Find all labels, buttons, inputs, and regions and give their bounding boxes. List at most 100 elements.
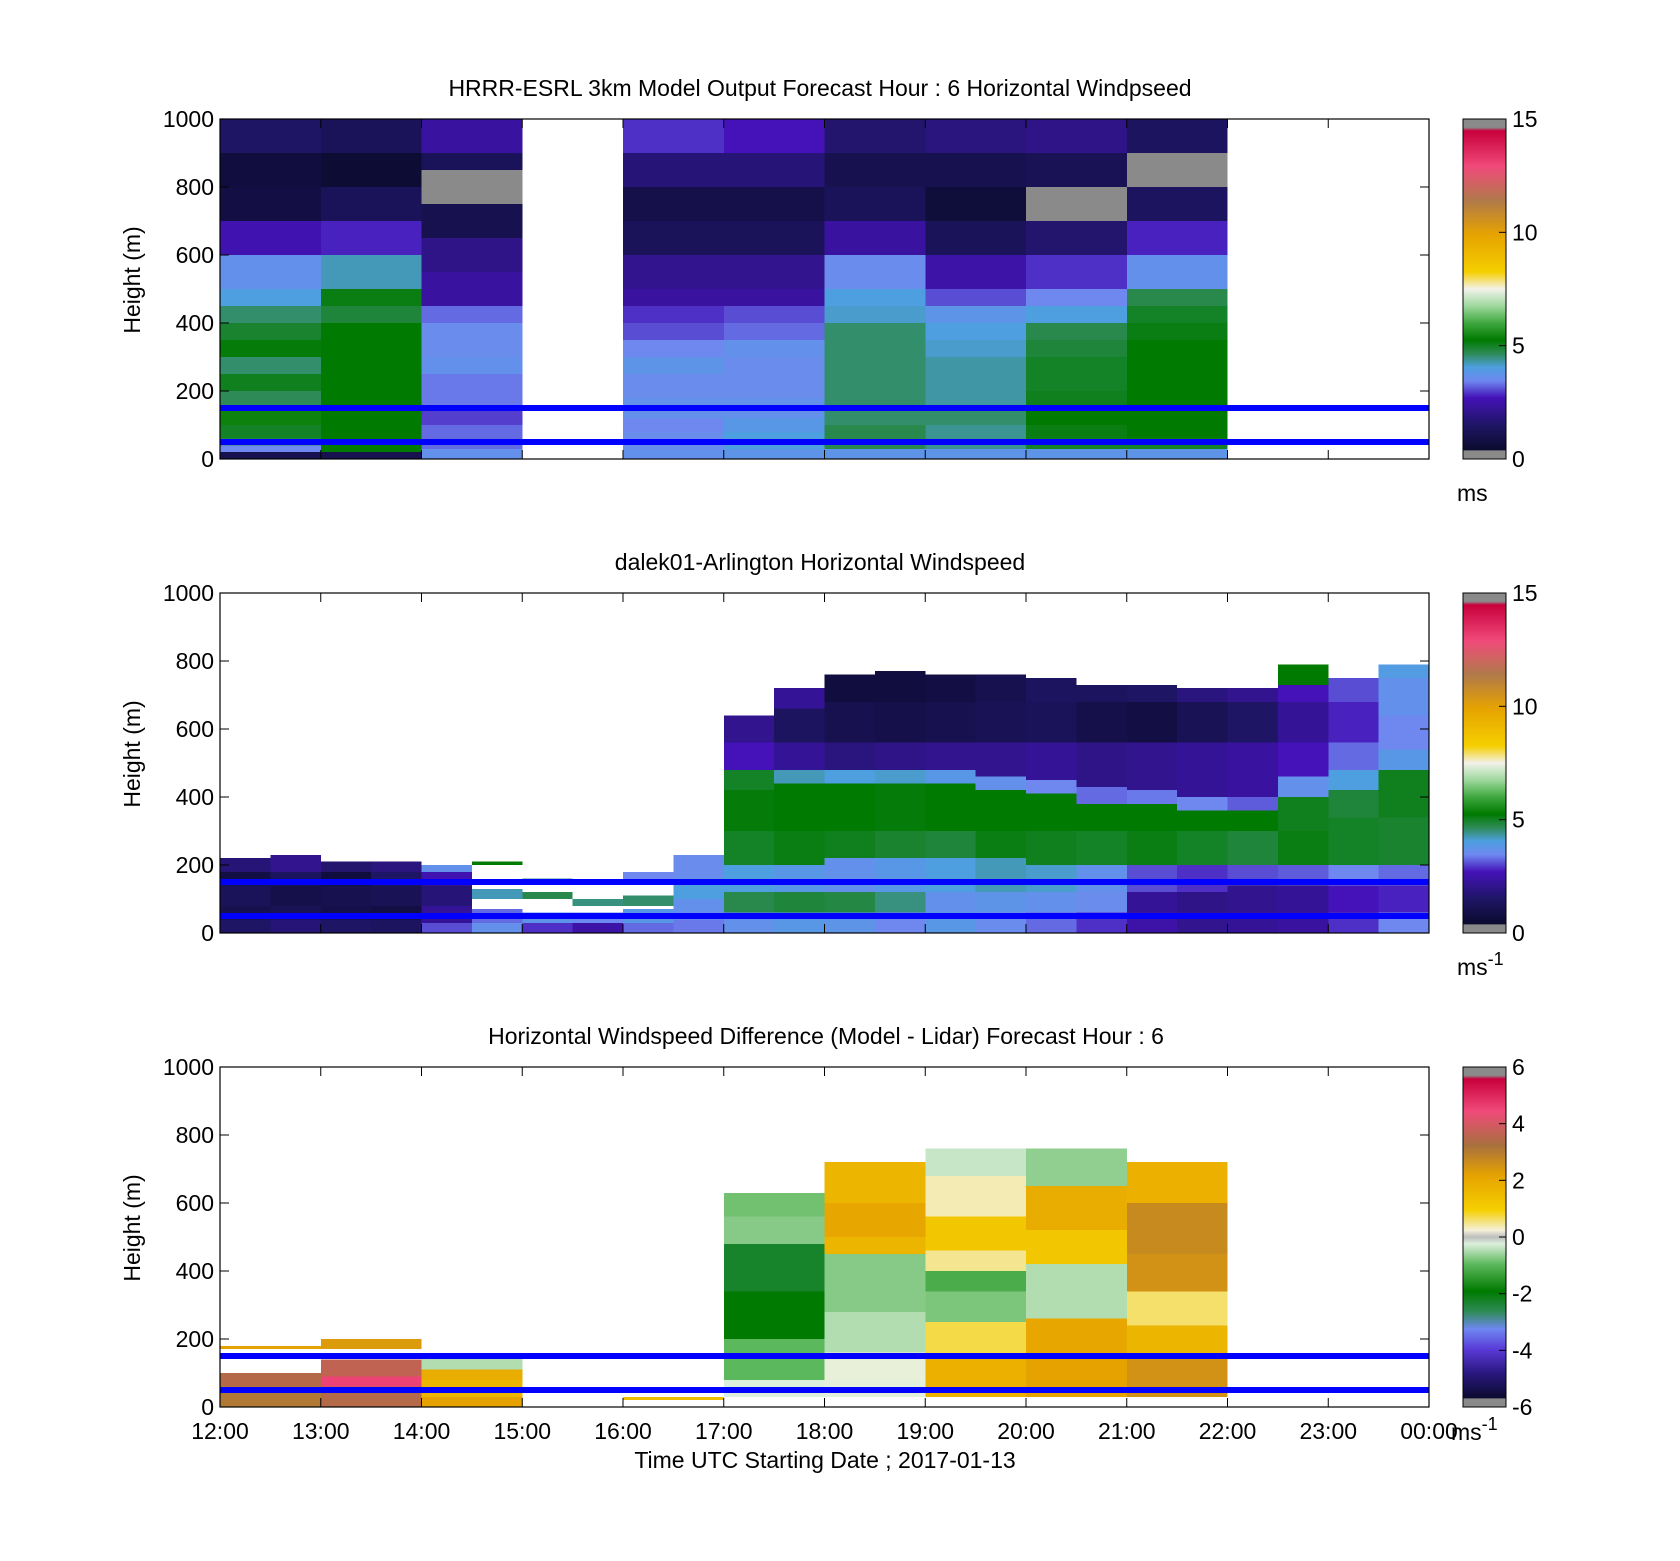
heatmap-cell xyxy=(824,858,875,893)
heatmap-cell xyxy=(874,858,926,893)
heatmap-cell xyxy=(421,204,523,238)
heatmap-cell xyxy=(824,289,926,306)
heatmap-cell xyxy=(623,255,724,289)
heatmap-cell xyxy=(774,742,825,770)
heatmap-cell xyxy=(723,306,825,323)
x-tick-label: 18:00 xyxy=(796,1418,854,1444)
heatmap-cell xyxy=(874,671,926,702)
heatmap-cell xyxy=(1126,221,1228,255)
heatmap-cell xyxy=(774,688,825,709)
y-tick-label: 400 xyxy=(176,784,214,810)
heatmap-cell xyxy=(623,357,724,374)
heatmap-cell xyxy=(1177,688,1228,702)
heatmap-cell xyxy=(723,187,825,221)
heatmap-cells xyxy=(220,119,1228,459)
panel-title: HRRR-ESRL 3km Model Output Forecast Hour… xyxy=(448,75,1191,101)
heatmap-cell xyxy=(320,119,422,153)
heatmap-cell xyxy=(824,221,926,255)
x-tick-label: 00:00 xyxy=(1400,1418,1458,1444)
heatmap-cell xyxy=(1277,885,1329,913)
heatmap-cell xyxy=(774,708,825,743)
heatmap-cell xyxy=(270,885,321,906)
colorbar: 0 5 10 15 ms-1 xyxy=(1457,580,1538,980)
heatmap-cell xyxy=(220,1373,321,1387)
heatmap-cell xyxy=(320,289,422,306)
colorbar-unit: ms-1 xyxy=(1457,949,1504,980)
panel-title: dalek01-Arlington Horizontal Windspeed xyxy=(615,549,1025,575)
heatmap-cell xyxy=(1126,340,1228,357)
heatmap-cell xyxy=(421,119,523,153)
heatmap-cell xyxy=(1126,448,1228,459)
heatmap-cell xyxy=(723,153,825,187)
heatmap-cell xyxy=(1177,831,1228,865)
heatmap-cell xyxy=(1126,742,1178,791)
y-axis-label: Height (m) xyxy=(119,700,145,807)
heatmap-cell xyxy=(1277,776,1329,797)
heatmap-cell xyxy=(421,1369,523,1380)
heatmap-cell xyxy=(421,922,472,933)
heatmap-cell xyxy=(925,1271,1026,1292)
heatmap-cell xyxy=(874,783,926,831)
heatmap-cell xyxy=(1277,831,1329,865)
colorbar: -6 -4 -2 0 2 4 6 ms-1 xyxy=(1451,1054,1533,1445)
heatmap-cell xyxy=(522,922,573,933)
heatmap-cell xyxy=(1227,701,1278,743)
heatmap-cell xyxy=(824,119,926,153)
heatmap-cell xyxy=(824,1162,926,1203)
heatmap-cell xyxy=(1026,340,1127,357)
heatmap-cell xyxy=(1126,153,1228,187)
heatmap-cell xyxy=(774,865,825,893)
colorbar-unit: ms-1 xyxy=(1451,1414,1498,1445)
heatmap-cell xyxy=(925,701,976,743)
heatmap-cell xyxy=(1026,1264,1127,1319)
x-tick-label: 14:00 xyxy=(393,1418,451,1444)
heatmap-cell xyxy=(824,701,875,743)
x-tick-label: 21:00 xyxy=(1098,1418,1156,1444)
heatmap-cell xyxy=(421,885,472,906)
heatmap-cell xyxy=(925,769,976,784)
heatmap-cell xyxy=(220,255,321,289)
x-tick-label: 19:00 xyxy=(896,1418,954,1444)
heatmap-cell xyxy=(1328,742,1379,770)
heatmap-cell xyxy=(1126,865,1178,893)
heatmap-cell xyxy=(320,221,422,255)
heatmap-cell xyxy=(1378,678,1430,716)
heatmap-cell xyxy=(1126,289,1228,306)
heatmap-cell xyxy=(1126,255,1228,289)
colorbar-tick-label: 5 xyxy=(1512,807,1525,833)
heatmap-cell xyxy=(220,306,321,323)
heatmap-cell xyxy=(371,885,422,906)
heatmap-cell xyxy=(774,769,825,784)
heatmap-cell xyxy=(1227,797,1278,811)
axis-ticks: 0 200 400 600 800 1000 xyxy=(163,106,1430,472)
x-tick-label: 17:00 xyxy=(695,1418,753,1444)
heatmap-cell xyxy=(1026,780,1077,794)
heatmap-cell xyxy=(471,861,523,865)
y-tick-label: 200 xyxy=(176,378,214,404)
heatmap-cell xyxy=(220,289,321,306)
axis-ticks: 0 200 400 600 800 1000 xyxy=(163,580,1430,946)
heatmap-cell xyxy=(874,701,926,743)
heatmap-cell xyxy=(471,888,523,899)
heatmap-cell xyxy=(1026,391,1127,408)
heatmap-cell xyxy=(1378,715,1430,750)
heatmap-cell xyxy=(320,408,422,453)
heatmap-cell xyxy=(1126,1291,1228,1326)
heatmap-cell xyxy=(925,1322,1026,1356)
heatmap-cell xyxy=(320,861,372,872)
heatmap-cell xyxy=(824,306,926,323)
heatmap-cell xyxy=(1328,817,1379,865)
colorbar-tick-label: 5 xyxy=(1512,333,1525,359)
heatmap-cell xyxy=(371,919,422,933)
heatmap-cell xyxy=(220,119,321,153)
heatmap-cell xyxy=(623,323,724,340)
colorbar-tick-label: 10 xyxy=(1512,693,1538,719)
heatmap-cell xyxy=(1026,323,1127,340)
heatmap-cell xyxy=(1328,790,1379,818)
heatmap-cell xyxy=(925,187,1026,221)
heatmap-cell xyxy=(723,1339,825,1380)
heatmap-cell xyxy=(975,701,1027,743)
heatmap-cell xyxy=(1227,742,1278,797)
heatmap-cell xyxy=(320,187,422,221)
